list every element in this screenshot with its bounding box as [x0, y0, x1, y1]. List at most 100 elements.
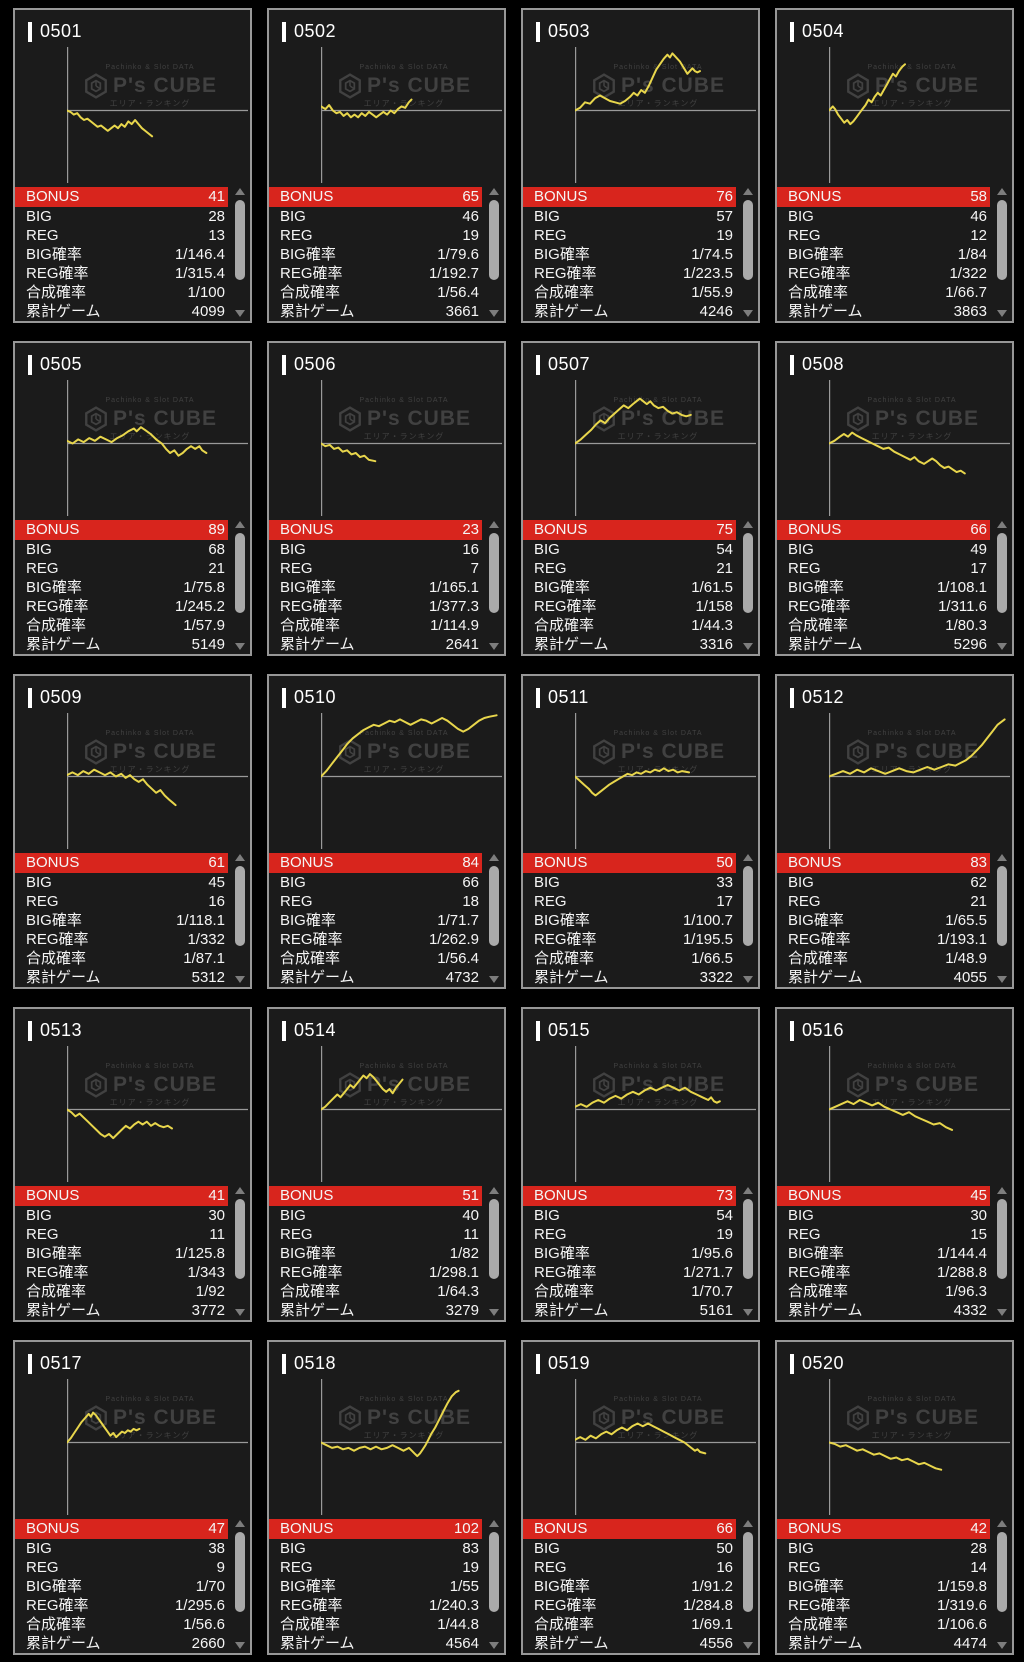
scroll-up-icon[interactable]	[235, 854, 245, 861]
machine-panel[interactable]: 0517 Pachinko & Slot DATA P's CUBE エリア・ラ…	[13, 1340, 252, 1655]
scrollbar[interactable]	[487, 1184, 501, 1317]
machine-panel[interactable]: 0519 Pachinko & Slot DATA P's CUBE エリア・ラ…	[521, 1340, 760, 1655]
scrollbar[interactable]	[233, 1184, 247, 1317]
machine-panel[interactable]: 0510 Pachinko & Slot DATA P's CUBE エリア・ラ…	[267, 674, 506, 989]
scrollbar-thumb[interactable]	[743, 866, 753, 946]
scrollbar[interactable]	[487, 185, 501, 318]
scrollbar-thumb[interactable]	[743, 200, 753, 280]
scrollbar[interactable]	[487, 518, 501, 651]
machine-panel[interactable]: 0512 Pachinko & Slot DATA P's CUBE エリア・ラ…	[775, 674, 1014, 989]
scrollbar-thumb[interactable]	[743, 1199, 753, 1279]
scrollbar[interactable]	[487, 1517, 501, 1650]
scroll-down-icon[interactable]	[997, 310, 1007, 317]
scrollbar[interactable]	[487, 851, 501, 984]
scrollbar[interactable]	[995, 1517, 1009, 1650]
scroll-up-icon[interactable]	[997, 188, 1007, 195]
scrollbar-thumb[interactable]	[997, 533, 1007, 613]
machine-panel[interactable]: 0503 Pachinko & Slot DATA P's CUBE エリア・ラ…	[521, 8, 760, 323]
scroll-up-icon[interactable]	[235, 521, 245, 528]
scroll-down-icon[interactable]	[489, 1309, 499, 1316]
scroll-down-icon[interactable]	[489, 1642, 499, 1649]
scroll-up-icon[interactable]	[743, 521, 753, 528]
scrollbar[interactable]	[741, 1184, 755, 1317]
scrollbar-thumb[interactable]	[997, 866, 1007, 946]
scroll-down-icon[interactable]	[235, 1309, 245, 1316]
scroll-down-icon[interactable]	[997, 976, 1007, 983]
scrollbar[interactable]	[233, 1517, 247, 1650]
scroll-up-icon[interactable]	[743, 854, 753, 861]
scrollbar-thumb[interactable]	[235, 1199, 245, 1279]
scrollbar-thumb[interactable]	[997, 200, 1007, 280]
machine-panel[interactable]: 0501 Pachinko & Slot DATA P's CUBE エリア・ラ…	[13, 8, 252, 323]
scrollbar[interactable]	[741, 518, 755, 651]
scroll-up-icon[interactable]	[489, 1520, 499, 1527]
scrollbar-thumb[interactable]	[743, 1532, 753, 1612]
machine-panel[interactable]: 0504 Pachinko & Slot DATA P's CUBE エリア・ラ…	[775, 8, 1014, 323]
scrollbar-thumb[interactable]	[489, 200, 499, 280]
machine-panel[interactable]: 0515 Pachinko & Slot DATA P's CUBE エリア・ラ…	[521, 1007, 760, 1322]
scrollbar-thumb[interactable]	[489, 533, 499, 613]
scroll-down-icon[interactable]	[997, 643, 1007, 650]
scroll-up-icon[interactable]	[235, 1187, 245, 1194]
scroll-down-icon[interactable]	[743, 310, 753, 317]
machine-panel[interactable]: 0520 Pachinko & Slot DATA P's CUBE エリア・ラ…	[775, 1340, 1014, 1655]
machine-panel[interactable]: 0507 Pachinko & Slot DATA P's CUBE エリア・ラ…	[521, 341, 760, 656]
scroll-up-icon[interactable]	[743, 188, 753, 195]
scroll-down-icon[interactable]	[489, 643, 499, 650]
scroll-down-icon[interactable]	[743, 1309, 753, 1316]
scroll-down-icon[interactable]	[489, 976, 499, 983]
scrollbar-thumb[interactable]	[997, 1532, 1007, 1612]
scroll-up-icon[interactable]	[489, 854, 499, 861]
scrollbar[interactable]	[741, 185, 755, 318]
scroll-up-icon[interactable]	[489, 188, 499, 195]
scroll-up-icon[interactable]	[743, 1187, 753, 1194]
scroll-down-icon[interactable]	[997, 1309, 1007, 1316]
scroll-down-icon[interactable]	[743, 976, 753, 983]
scroll-down-icon[interactable]	[235, 310, 245, 317]
scroll-up-icon[interactable]	[235, 1520, 245, 1527]
machine-panel[interactable]: 0514 Pachinko & Slot DATA P's CUBE エリア・ラ…	[267, 1007, 506, 1322]
machine-panel[interactable]: 0502 Pachinko & Slot DATA P's CUBE エリア・ラ…	[267, 8, 506, 323]
scroll-down-icon[interactable]	[235, 1642, 245, 1649]
machine-panel[interactable]: 0505 Pachinko & Slot DATA P's CUBE エリア・ラ…	[13, 341, 252, 656]
scrollbar-thumb[interactable]	[235, 866, 245, 946]
scrollbar[interactable]	[233, 185, 247, 318]
scroll-up-icon[interactable]	[997, 1187, 1007, 1194]
scrollbar[interactable]	[741, 851, 755, 984]
scroll-down-icon[interactable]	[235, 643, 245, 650]
scroll-down-icon[interactable]	[235, 976, 245, 983]
scrollbar-thumb[interactable]	[235, 200, 245, 280]
machine-panel[interactable]: 0516 Pachinko & Slot DATA P's CUBE エリア・ラ…	[775, 1007, 1014, 1322]
scrollbar-thumb[interactable]	[235, 533, 245, 613]
scroll-up-icon[interactable]	[997, 854, 1007, 861]
scrollbar[interactable]	[741, 1517, 755, 1650]
scrollbar[interactable]	[233, 518, 247, 651]
machine-panel[interactable]: 0509 Pachinko & Slot DATA P's CUBE エリア・ラ…	[13, 674, 252, 989]
scroll-down-icon[interactable]	[743, 1642, 753, 1649]
scrollbar-thumb[interactable]	[235, 1532, 245, 1612]
scrollbar-thumb[interactable]	[489, 1199, 499, 1279]
scrollbar[interactable]	[995, 1184, 1009, 1317]
scroll-up-icon[interactable]	[997, 1520, 1007, 1527]
scroll-down-icon[interactable]	[743, 643, 753, 650]
scroll-up-icon[interactable]	[489, 1187, 499, 1194]
scrollbar-thumb[interactable]	[489, 866, 499, 946]
scrollbar-thumb[interactable]	[743, 533, 753, 613]
scroll-up-icon[interactable]	[997, 521, 1007, 528]
machine-panel[interactable]: 0511 Pachinko & Slot DATA P's CUBE エリア・ラ…	[521, 674, 760, 989]
machine-panel[interactable]: 0518 Pachinko & Slot DATA P's CUBE エリア・ラ…	[267, 1340, 506, 1655]
machine-panel[interactable]: 0513 Pachinko & Slot DATA P's CUBE エリア・ラ…	[13, 1007, 252, 1322]
machine-panel[interactable]: 0506 Pachinko & Slot DATA P's CUBE エリア・ラ…	[267, 341, 506, 656]
scrollbar-thumb[interactable]	[489, 1532, 499, 1612]
scroll-down-icon[interactable]	[997, 1642, 1007, 1649]
machine-panel[interactable]: 0508 Pachinko & Slot DATA P's CUBE エリア・ラ…	[775, 341, 1014, 656]
scroll-up-icon[interactable]	[489, 521, 499, 528]
scrollbar[interactable]	[995, 851, 1009, 984]
scroll-down-icon[interactable]	[489, 310, 499, 317]
scroll-up-icon[interactable]	[235, 188, 245, 195]
scrollbar-thumb[interactable]	[997, 1199, 1007, 1279]
scrollbar[interactable]	[233, 851, 247, 984]
scrollbar[interactable]	[995, 185, 1009, 318]
scroll-up-icon[interactable]	[743, 1520, 753, 1527]
scrollbar[interactable]	[995, 518, 1009, 651]
